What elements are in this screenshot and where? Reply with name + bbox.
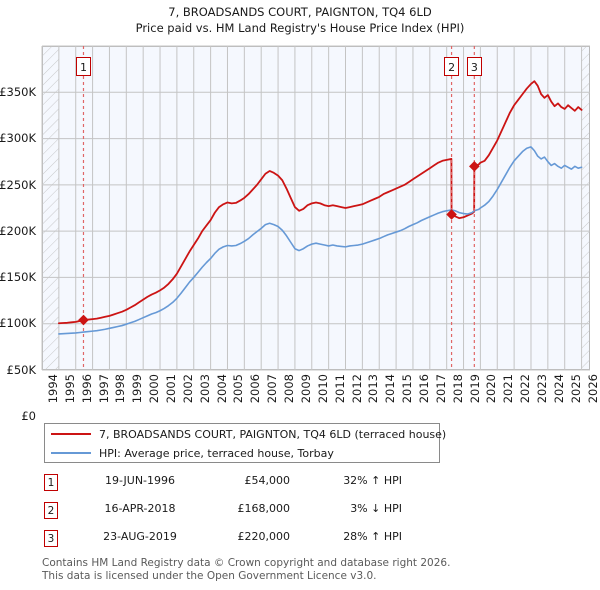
transaction-table: 1 19-JUN-1996 £54,000 32% ↑ HPI 2 16-APR-2018… xyxy=(44,471,464,555)
x-tick-label: 2000 xyxy=(147,374,162,404)
y-tick-label: £200K xyxy=(0,223,36,238)
x-tick-label: 1999 xyxy=(130,374,145,404)
transaction-price: £168,000 xyxy=(237,502,291,515)
page-title: 7, BROADSANDS COURT, PAIGNTON, TQ4 6LD P… xyxy=(0,4,600,36)
x-tick-label: 2002 xyxy=(180,374,195,404)
legend-label-property: 7, BROADSANDS COURT, PAIGNTON, TQ4 6LD (… xyxy=(99,427,447,441)
legend-label-hpi: HPI: Average price, terraced house, Torb… xyxy=(99,446,334,460)
chart-subtitle: Price paid vs. HM Land Registry's House … xyxy=(135,21,465,35)
x-tick-label: 1995 xyxy=(62,374,77,404)
transaction-price: £220,000 xyxy=(237,530,291,543)
x-tick-label: 2012 xyxy=(349,374,364,404)
transaction-date: 23-AUG-2019 xyxy=(103,530,177,543)
y-tick-label: £100K xyxy=(0,316,36,331)
legend-item-hpi: HPI: Average price, terraced house, Torb… xyxy=(45,443,334,463)
x-tick-label: 2021 xyxy=(501,374,516,404)
transaction-row[interactable]: 3 23-AUG-2019 £220,000 28% ↑ HPI xyxy=(44,527,464,555)
y-tick-label: £50K xyxy=(6,362,37,377)
transaction-hpi-delta: 28% ↑ HPI xyxy=(343,530,402,543)
plot-background xyxy=(42,46,590,370)
y-tick-label: £0 xyxy=(21,409,36,423)
x-tick-label: 2014 xyxy=(383,374,398,404)
y-tick-label: £300K xyxy=(0,131,36,146)
x-tick-label: 2007 xyxy=(265,374,280,404)
plot-gridlines xyxy=(41,45,590,371)
footer: Contains HM Land Registry data © Crown c… xyxy=(42,557,582,583)
x-tick-label: 2016 xyxy=(416,374,431,404)
x-tick-label: 2011 xyxy=(332,374,347,404)
x-tick-label: 2023 xyxy=(534,374,549,404)
x-tick-label: 2005 xyxy=(231,374,246,404)
transaction-price: £54,000 xyxy=(244,474,291,487)
transaction-hpi-delta: 3% ↓ HPI xyxy=(350,502,402,515)
x-tick-label: 1996 xyxy=(79,374,94,404)
chart-legend: 7, BROADSANDS COURT, PAIGNTON, TQ4 6LD (… xyxy=(44,423,446,463)
y-tick-label: £150K xyxy=(0,270,36,285)
x-tick-label: 1998 xyxy=(113,374,128,404)
x-tick-label: 1994 xyxy=(46,374,60,404)
transaction-date: 19-JUN-1996 xyxy=(104,474,176,487)
x-tick-label: 2024 xyxy=(551,374,566,404)
footer-licence: This data is licensed under the Open Gov… xyxy=(42,570,377,582)
plot-sale-markers xyxy=(78,46,480,370)
sale-marker-badge: 2 xyxy=(444,57,460,76)
x-tick-label: 2001 xyxy=(164,374,179,404)
x-tick-label: 2013 xyxy=(366,374,381,404)
legend-item-property: 7, BROADSANDS COURT, PAIGNTON, TQ4 6LD (… xyxy=(45,424,446,444)
plot-series xyxy=(57,80,583,335)
chart-title: 7, BROADSANDS COURT, PAIGNTON, TQ4 6LD xyxy=(168,5,432,19)
x-tick-label: 2010 xyxy=(315,374,330,404)
plot-area xyxy=(41,45,590,371)
transaction-index: 1 xyxy=(44,474,58,491)
y-axis-labels: £0 £50K £100K £150K £200K £250K £300K £350K xyxy=(0,46,40,423)
transaction-hpi-delta: 32% ↑ HPI xyxy=(343,474,402,487)
x-tick-label: 2003 xyxy=(197,374,212,404)
x-tick-label: 2019 xyxy=(467,374,482,404)
x-tick-label: 2008 xyxy=(282,374,297,404)
x-tick-label: 2025 xyxy=(568,374,583,404)
x-tick-label: 2006 xyxy=(248,374,263,404)
x-tick-label: 2017 xyxy=(433,374,448,404)
legend-swatch-hpi xyxy=(51,452,91,454)
transaction-row[interactable]: 2 16-APR-2018 £168,000 3% ↓ HPI xyxy=(44,499,464,527)
x-tick-label: 2020 xyxy=(484,374,499,404)
x-tick-label: 2015 xyxy=(400,374,415,404)
x-tick-label: 2026 xyxy=(585,374,600,404)
sale-marker-badge: 3 xyxy=(466,57,482,76)
x-tick-label: 2004 xyxy=(214,374,229,404)
x-tick-label: 2018 xyxy=(450,374,465,404)
sale-marker-badge: 1 xyxy=(75,57,91,76)
transaction-index: 2 xyxy=(44,502,58,519)
transaction-date: 16-APR-2018 xyxy=(104,502,176,515)
footer-copyright: Contains HM Land Registry data © Crown c… xyxy=(42,557,451,569)
transaction-row[interactable]: 1 19-JUN-1996 £54,000 32% ↑ HPI xyxy=(44,471,464,499)
x-tick-label: 2009 xyxy=(298,374,313,404)
legend-swatch-property xyxy=(51,433,91,435)
transaction-index: 3 xyxy=(44,530,58,547)
x-tick-label: 2022 xyxy=(518,374,533,404)
x-axis-labels: 1994 1995 1996 1997 1998 1999 2000 2001 2002 2003… xyxy=(42,374,600,418)
y-tick-label: £250K xyxy=(0,177,36,192)
x-tick-label: 1997 xyxy=(96,374,111,404)
y-tick-label: £350K xyxy=(0,85,36,99)
